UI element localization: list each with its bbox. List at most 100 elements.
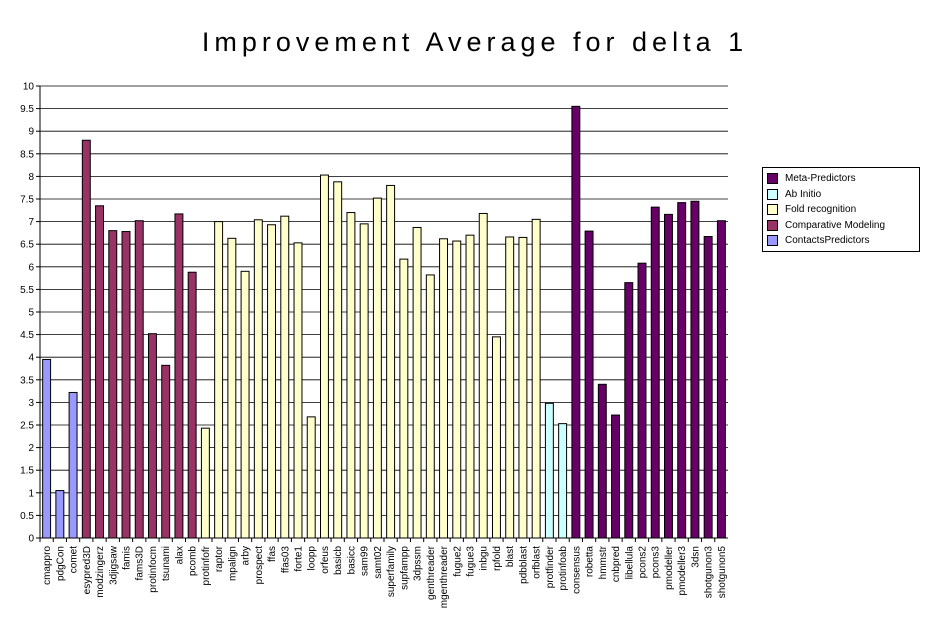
bar-forte1 <box>293 242 303 539</box>
bar-hmmstr <box>597 383 607 539</box>
bar-modzingerz <box>95 205 105 539</box>
x-tick-label: famis <box>122 546 133 570</box>
x-tick-label: pdgCon <box>55 546 66 581</box>
x-tick-label: pcons2 <box>638 546 649 579</box>
y-tick-label: 0.5 <box>20 511 34 522</box>
y-tick-label: 8 <box>28 172 34 183</box>
x-tick-label: inbgu <box>479 546 490 570</box>
bar-orfblast <box>531 218 541 539</box>
bar-inbgu <box>478 212 488 539</box>
x-tick-label: pcons3 <box>651 546 662 579</box>
bar-alax <box>174 213 184 539</box>
bar-basicb <box>333 181 343 539</box>
bar-shotgunon3 <box>703 236 713 539</box>
x-tick-label: forte1 <box>294 546 305 572</box>
x-tick-label: robetta <box>585 546 596 578</box>
y-tick-label: 1 <box>28 488 34 499</box>
x-tick-label: protfinder <box>545 545 556 588</box>
y-tick-label: 5.5 <box>20 285 34 296</box>
bar-basicc <box>346 212 356 539</box>
bar-consensus <box>571 105 581 539</box>
y-tick-label: 2.5 <box>20 421 34 432</box>
x-tick-label: consensus <box>571 546 582 594</box>
y-axis-ticks: 0 0.5 1 1.5 2 2.5 3 3.5 4 4.5 5 5.5 6 6.5 7 7.5 8 8.5 9 9.5… <box>20 82 40 545</box>
bar-prospect <box>253 219 263 539</box>
x-tick-label: basicb <box>333 546 344 575</box>
y-tick-label: 6 <box>28 262 34 273</box>
legend-swatch <box>767 204 778 216</box>
x-tick-label: fugue3 <box>466 546 477 577</box>
bar-famis <box>121 231 131 539</box>
x-tick-label: samt02 <box>373 546 384 579</box>
bar-3dpssm <box>412 226 422 539</box>
x-tick-label: sam99 <box>360 546 371 576</box>
x-tick-label: supfampp <box>399 546 410 590</box>
y-tick-label: 1.5 <box>20 466 34 477</box>
x-tick-label: mpalign <box>227 546 238 581</box>
bar-mpalign <box>227 237 237 539</box>
legend-item: Ab Initio <box>767 187 915 203</box>
bar-pdgCon <box>55 490 65 539</box>
legend-item: Meta-Predictors <box>767 171 915 187</box>
x-tick-label: shotgunon5 <box>717 546 728 599</box>
bar-protinfocm <box>147 333 157 539</box>
bar-superfamily <box>386 184 396 539</box>
x-tick-label: cmappro <box>42 546 53 585</box>
bar-sam99 <box>359 223 369 539</box>
y-tick-label: 2 <box>28 443 34 454</box>
bar-fams3D <box>134 220 144 539</box>
legend-swatch <box>767 219 778 231</box>
bar-ffas <box>267 224 277 539</box>
y-tick-label: 9.5 <box>20 104 34 115</box>
bar-pcomb <box>187 271 197 539</box>
x-tick-label: ffas03 <box>280 546 291 573</box>
bars <box>42 105 726 539</box>
y-tick-label: 8.5 <box>20 149 34 160</box>
bar-pmodeller3 <box>677 202 687 539</box>
bar-3dsn <box>690 200 700 539</box>
x-tick-label: 3djigsaw <box>108 545 119 585</box>
x-tick-label: 3dsn <box>690 546 701 568</box>
x-axis-labels: cmappro pdgCon comet esypred3D modzingerz 3dj… <box>39 538 728 608</box>
bar-libellula <box>624 282 634 539</box>
bar-cmappro <box>42 358 52 539</box>
y-tick-label: 10 <box>23 82 35 93</box>
axes <box>39 86 728 539</box>
x-tick-label: superfamily <box>386 546 397 597</box>
x-tick-label: orfeus <box>320 546 331 574</box>
x-tick-label: pmodeller3 <box>677 546 688 596</box>
x-tick-label: tsunami <box>161 546 172 581</box>
bar-tsunami <box>161 364 171 539</box>
x-tick-label: libellula <box>624 546 635 580</box>
bar-samt02 <box>372 197 382 539</box>
x-tick-label: protinfofr <box>201 545 212 585</box>
x-tick-label: protinfocm <box>148 546 159 593</box>
bar-orfeus <box>319 174 329 539</box>
bar-shotgunon5 <box>716 220 726 539</box>
bar-arby <box>240 270 250 539</box>
y-tick-label: 5 <box>28 308 34 319</box>
x-tick-label: fams3D <box>135 546 146 580</box>
bar-protinfofr <box>200 427 210 539</box>
x-tick-label: alax <box>174 546 185 564</box>
y-tick-label: 0 <box>28 534 34 545</box>
y-tick-label: 3 <box>28 398 34 409</box>
x-tick-label: prospect <box>254 546 265 585</box>
bar-pdbblast <box>518 236 528 539</box>
legend: Meta-Predictors Ab Initio Fold recognition… <box>762 167 920 252</box>
legend-swatch <box>767 188 778 200</box>
x-tick-label: pmodeller <box>664 545 675 590</box>
x-tick-label: ffas <box>267 546 278 562</box>
chart-title: Improvement Average for delta 1 <box>201 27 749 57</box>
bar-pmodeller <box>663 213 673 539</box>
bar-supfampp <box>399 258 409 539</box>
legend-swatch <box>767 235 778 247</box>
x-tick-label: modzingerz <box>95 546 106 598</box>
x-tick-label: cnbpred <box>611 546 622 582</box>
bar-genthreader <box>425 274 435 539</box>
bar-fugue2 <box>452 240 462 539</box>
legend-swatch <box>767 173 778 185</box>
bar-fugue3 <box>465 234 475 539</box>
y-tick-label: 4.5 <box>20 330 34 341</box>
